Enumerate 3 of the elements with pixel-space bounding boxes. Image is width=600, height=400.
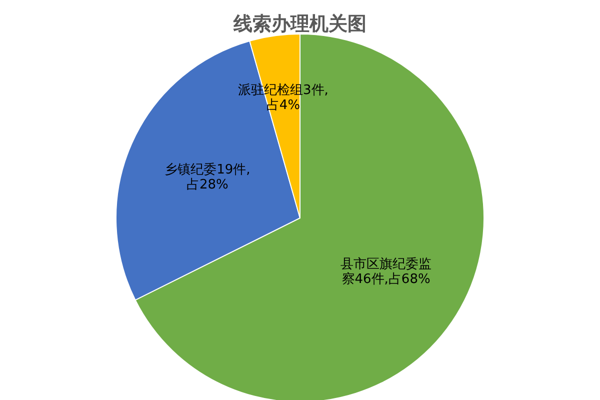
- chart-title: 线索办理机关图: [232, 13, 366, 35]
- slice-label: 县市区旗纪委监察46件,占68%: [340, 256, 432, 287]
- slice-label: 乡镇纪委19件,占28%: [164, 162, 250, 193]
